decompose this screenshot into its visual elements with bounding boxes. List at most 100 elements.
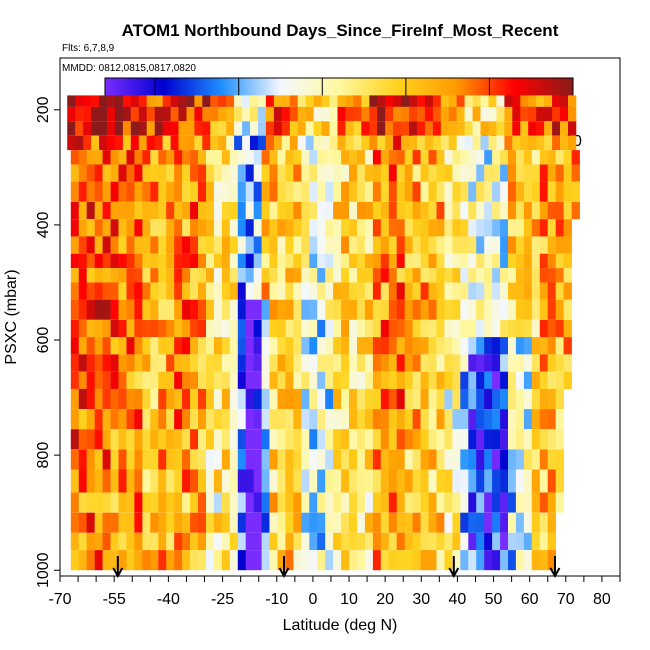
- heatmap-cell: [484, 429, 493, 450]
- heatmap-cell: [357, 219, 366, 237]
- heatmap-cell: [118, 550, 127, 571]
- heatmap-cell: [364, 164, 374, 182]
- heatmap-cell: [150, 371, 159, 389]
- heatmap-cell: [94, 268, 103, 283]
- heatmap-cell: [293, 532, 302, 551]
- heatmap-cell: [337, 135, 346, 151]
- heatmap-cell: [166, 201, 175, 220]
- heatmap-cell: [317, 236, 326, 254]
- heatmap-cell: [420, 164, 429, 182]
- heatmap-cell: [468, 532, 477, 551]
- heatmap-cell: [552, 135, 561, 151]
- heatmap-cell: [102, 550, 111, 571]
- heatmap-cell: [341, 201, 350, 220]
- heatmap-cell: [333, 201, 342, 220]
- heatmap-cell: [162, 95, 171, 107]
- heatmap-cell: [520, 106, 529, 122]
- heatmap-cell: [253, 469, 262, 493]
- heatmap-cell: [94, 150, 103, 165]
- heatmap-cell: [126, 337, 135, 355]
- heatmap-cell: [126, 429, 135, 450]
- heatmap-cell: [269, 319, 278, 338]
- heatmap-cell: [110, 219, 119, 237]
- heatmap-cell: [229, 164, 239, 182]
- heatmap-cell: [563, 219, 572, 237]
- heatmap-cell: [523, 268, 533, 283]
- heatmap-cell: [547, 512, 556, 533]
- heatmap-cell: [333, 282, 342, 300]
- heatmap-cell: [472, 121, 481, 136]
- heatmap-cell: [118, 409, 127, 430]
- heatmap-cell: [555, 354, 564, 372]
- heatmap-cell: [134, 449, 143, 470]
- heatmap-cell: [134, 409, 143, 430]
- heatmap-cell: [492, 550, 501, 571]
- heatmap-cell: [488, 106, 497, 122]
- heatmap-cell: [396, 388, 405, 409]
- heatmap-cell: [229, 181, 239, 202]
- heatmap-cell: [309, 449, 318, 470]
- heatmap-cell: [523, 150, 533, 165]
- heatmap-cell: [357, 512, 366, 533]
- heatmap-cell: [297, 95, 306, 107]
- heatmap-cell: [269, 253, 278, 269]
- heatmap-cell: [301, 150, 310, 165]
- heatmap-cell: [102, 449, 111, 470]
- heatmap-cell: [94, 550, 103, 571]
- heatmap-cell: [539, 550, 549, 571]
- heatmap-cell: [436, 532, 445, 551]
- heatmap-cell: [86, 449, 95, 470]
- heatmap-cell: [492, 219, 501, 237]
- heatmap-cell: [460, 354, 469, 372]
- heatmap-cell: [508, 371, 517, 389]
- heatmap-cell: [523, 337, 533, 355]
- heatmap-cell: [361, 106, 370, 122]
- heatmap-cell: [508, 469, 517, 493]
- heatmap-cell: [114, 135, 124, 151]
- heatmap-cell: [428, 492, 437, 513]
- heatmap-cell: [166, 236, 175, 254]
- heatmap-cell: [436, 201, 445, 220]
- heatmap-cell: [349, 201, 358, 220]
- heatmap-cell: [460, 371, 469, 389]
- heatmap-cell: [107, 106, 116, 122]
- heatmap-cell: [523, 253, 533, 269]
- heatmap-cell: [166, 449, 175, 470]
- heatmap-cell: [134, 429, 143, 450]
- heatmap-cell: [237, 492, 247, 513]
- heatmap-cell: [321, 95, 330, 107]
- heatmap-cell: [142, 337, 151, 355]
- heatmap-cell: [317, 512, 326, 533]
- heatmap-cell: [432, 106, 442, 122]
- heatmap-cell: [198, 319, 207, 338]
- heatmap-cell: [420, 219, 429, 237]
- heatmap-cell: [404, 201, 413, 220]
- heatmap-cell: [428, 429, 437, 450]
- heatmap-cell: [468, 388, 477, 409]
- heatmap-cell: [492, 469, 501, 493]
- heatmap-cell: [480, 121, 489, 136]
- heatmap-cell: [420, 512, 429, 533]
- heatmap-cell: [476, 532, 485, 551]
- heatmap-cell: [409, 135, 418, 151]
- heatmap-cell: [78, 409, 88, 430]
- heatmap-cell: [78, 388, 88, 409]
- heatmap-cell: [444, 532, 453, 551]
- heatmap-cell: [436, 253, 445, 269]
- heatmap-cell: [213, 512, 223, 533]
- heatmap-cell: [198, 429, 207, 450]
- heatmap-cell: [301, 469, 310, 493]
- heatmap-cell: [118, 512, 127, 533]
- heatmap-cell: [118, 449, 127, 470]
- heatmap-cell: [250, 121, 259, 136]
- heatmap-cell: [325, 449, 334, 470]
- heatmap-cell: [420, 337, 429, 355]
- heatmap-cell: [253, 164, 262, 182]
- heatmap-cell: [468, 282, 477, 300]
- heatmap-cell: [480, 135, 489, 151]
- heatmap-cell: [364, 319, 374, 338]
- heatmap-cell: [229, 388, 239, 409]
- heatmap-cell: [380, 282, 390, 300]
- heatmap-cell: [198, 532, 207, 551]
- heatmap-cell: [198, 181, 207, 202]
